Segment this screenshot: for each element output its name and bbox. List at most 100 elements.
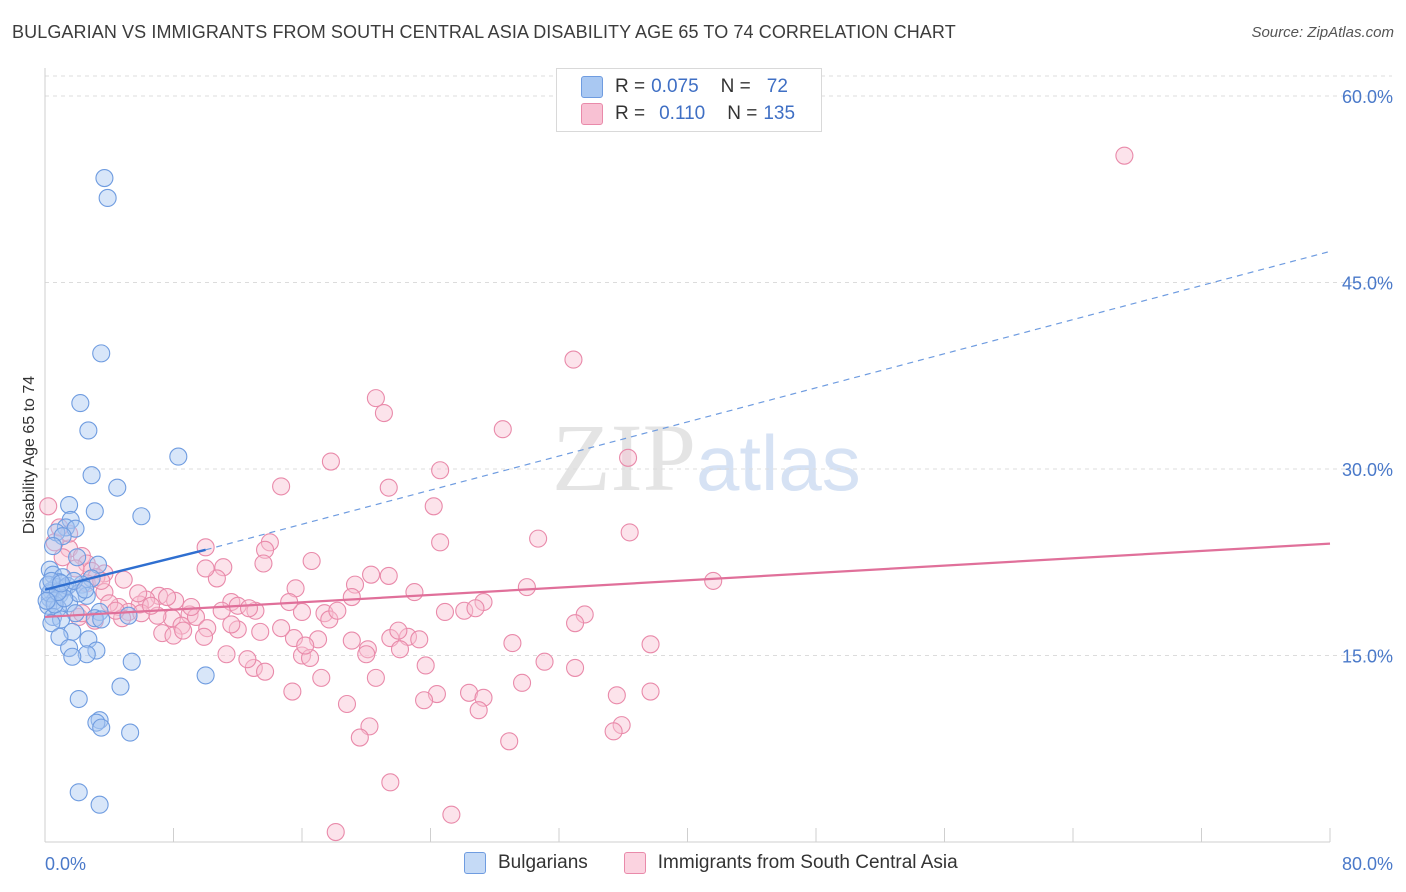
data-point (566, 658, 585, 677)
data-point (53, 527, 72, 546)
data-point (37, 591, 56, 610)
trend-line-immigrants (44, 542, 1331, 619)
legend-row-immigrants: R = 0.110 N = 135 (581, 102, 795, 126)
y-tick-label: 15.0% (1342, 647, 1393, 667)
data-point (82, 466, 101, 485)
data-point (517, 578, 536, 597)
series-legend: Bulgarians Immigrants from South Central… (464, 852, 994, 874)
legend-item-bulgarians[interactable]: Bulgarians (464, 852, 588, 874)
data-point (194, 627, 214, 646)
data-point (92, 610, 111, 629)
data-point (604, 722, 623, 741)
legend-r-value: 0.110 (659, 103, 706, 124)
data-point (90, 711, 109, 730)
data-point (641, 682, 660, 701)
y-tick-label: 60.0% (1342, 87, 1393, 107)
data-point (256, 662, 275, 681)
data-point (158, 588, 177, 607)
data-point (641, 635, 660, 654)
data-point (239, 599, 259, 618)
data-point (415, 691, 434, 710)
data-point (416, 656, 435, 675)
data-point (90, 602, 109, 622)
data-point (87, 641, 106, 660)
data-point (704, 571, 723, 590)
data-point (379, 566, 398, 585)
y-tick-label: 30.0% (1342, 460, 1393, 480)
data-point (513, 673, 532, 692)
data-point (98, 188, 117, 208)
data-point (108, 478, 127, 497)
legend-row-bulgarians: R = 0.075 N = 72 (581, 75, 788, 99)
x-tick-label: 0.0% (45, 854, 86, 874)
data-point (63, 647, 82, 666)
data-point (607, 686, 626, 705)
data-point (79, 421, 98, 440)
chart-title: BULGARIAN VS IMMIGRANTS FROM SOUTH CENTR… (12, 22, 956, 42)
data-point (256, 540, 275, 559)
data-point (493, 420, 512, 439)
legend-label: Immigrants from South Central Asia (657, 852, 958, 873)
legend-label: Bulgarians (498, 852, 588, 873)
data-point (92, 718, 111, 737)
data-point (564, 350, 583, 369)
data-point (114, 570, 133, 589)
data-point (122, 652, 141, 671)
data-point (214, 558, 233, 577)
data-point (283, 682, 302, 701)
data-point (69, 689, 88, 709)
watermark-atlas: atlas (696, 419, 861, 507)
legend-swatch (623, 852, 646, 874)
data-point (43, 537, 63, 556)
legend-swatch-bulgarians (581, 76, 603, 98)
legend-swatch (464, 852, 486, 874)
data-point (503, 634, 522, 653)
legend-swatch-immigrants (581, 103, 603, 125)
data-point (132, 507, 151, 526)
data-point (321, 452, 340, 471)
data-point (342, 631, 361, 650)
data-point (619, 448, 638, 467)
data-point (435, 602, 455, 622)
data-point (196, 538, 215, 557)
source-label: Source: ZipAtlas.com (1251, 24, 1394, 41)
data-point (431, 533, 450, 552)
data-point (374, 403, 393, 423)
data-point (442, 805, 461, 824)
data-point (500, 732, 519, 751)
data-point (424, 497, 443, 516)
data-point (60, 496, 79, 515)
data-point (381, 773, 400, 792)
data-point (196, 559, 215, 578)
data-point (129, 584, 148, 603)
data-point (326, 823, 345, 842)
data-point (366, 389, 385, 408)
data-point (284, 629, 304, 648)
data-point (410, 630, 429, 649)
data-point (92, 344, 111, 363)
data-point (379, 478, 398, 497)
legend-item-immigrants[interactable]: Immigrants from South Central Asia (623, 852, 958, 874)
trend-line-bulgarians (44, 548, 206, 591)
data-point (238, 650, 257, 669)
watermark: ZIPatlas (552, 402, 861, 513)
data-point (182, 597, 201, 617)
correlation-legend: R = 0.075 N = 72 R = 0.110 N = 135 (556, 68, 822, 132)
data-point (272, 477, 291, 496)
data-point (164, 626, 183, 645)
data-point (272, 619, 291, 638)
data-point (251, 622, 270, 641)
data-point (466, 599, 485, 618)
data-point (455, 601, 474, 620)
data-point (529, 529, 548, 548)
data-point (362, 565, 381, 584)
data-point (174, 621, 193, 640)
data-point (68, 548, 87, 567)
data-point (254, 554, 273, 573)
y-tick-label: 45.0% (1342, 274, 1393, 294)
data-point (95, 583, 114, 602)
data-point (121, 723, 140, 742)
data-point (119, 606, 138, 625)
legend-r-label: R = (615, 103, 646, 124)
